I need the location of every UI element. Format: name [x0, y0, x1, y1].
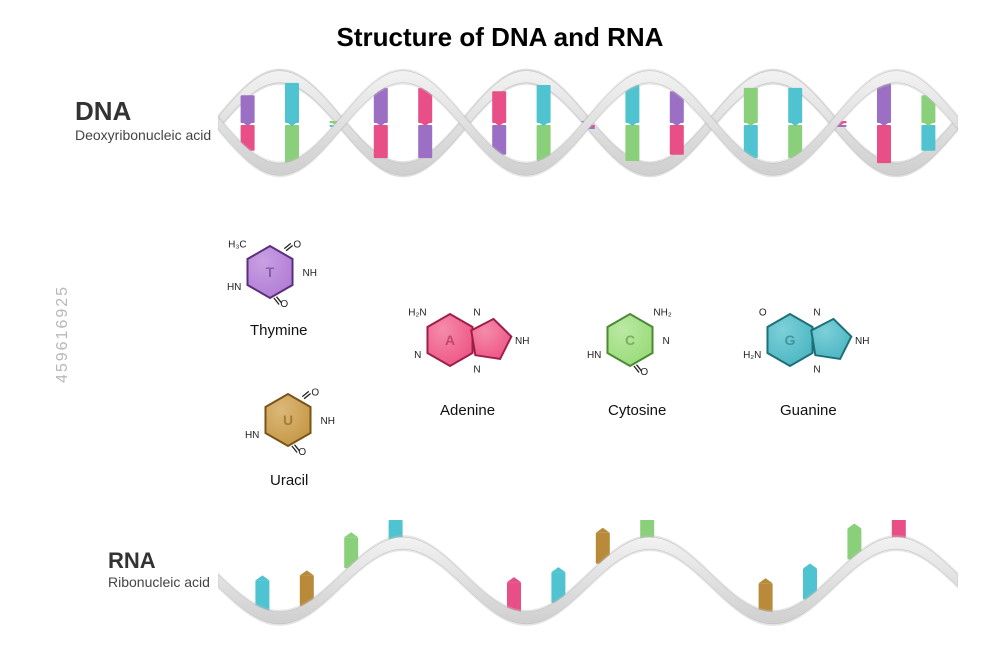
svg-text:H₃C: H₃C [228, 239, 247, 250]
svg-text:O: O [293, 239, 301, 250]
svg-text:O: O [759, 307, 767, 318]
svg-text:N: N [813, 307, 820, 318]
svg-text:O: O [311, 387, 319, 398]
base-adenine: A H₂N N NH N N [408, 307, 529, 375]
svg-text:N: N [473, 365, 480, 376]
svg-text:H₂N: H₂N [743, 350, 761, 361]
svg-text:N: N [813, 365, 820, 376]
svg-text:NH: NH [855, 336, 869, 347]
base-label-cytosine: Cytosine [608, 402, 666, 419]
base-uracil: U O NH O HN [245, 387, 335, 458]
svg-text:G: G [785, 332, 796, 348]
base-guanine: G O N NH N H₂N [743, 307, 869, 375]
base-label-adenine: Adenine [440, 402, 495, 419]
svg-text:O: O [280, 299, 288, 310]
bases-diagram: TH₃CONHOHNAH₂NNNHNNCNH₂NOHNGONNHNH₂NUONH… [0, 0, 1000, 667]
svg-text:N: N [414, 350, 421, 361]
svg-text:U: U [283, 412, 293, 428]
svg-text:NH: NH [303, 268, 317, 279]
svg-text:HN: HN [587, 350, 601, 361]
svg-text:H₂N: H₂N [408, 307, 426, 318]
svg-text:NH: NH [321, 416, 335, 427]
svg-text:C: C [625, 332, 635, 348]
svg-text:N: N [663, 336, 670, 347]
base-label-thymine: Thymine [250, 322, 308, 339]
svg-text:NH: NH [515, 336, 529, 347]
base-label-uracil: Uracil [270, 472, 308, 489]
svg-text:A: A [445, 332, 455, 348]
base-thymine: T H₃C O NH O HN [227, 239, 317, 310]
svg-text:HN: HN [227, 282, 241, 293]
base-label-guanine: Guanine [780, 402, 837, 419]
base-cytosine: C NH₂ N O HN [587, 307, 672, 378]
svg-text:NH₂: NH₂ [653, 307, 671, 318]
svg-text:O: O [298, 447, 306, 458]
svg-text:T: T [266, 264, 275, 280]
svg-text:N: N [473, 307, 480, 318]
svg-text:HN: HN [245, 430, 259, 441]
svg-text:O: O [640, 367, 648, 378]
